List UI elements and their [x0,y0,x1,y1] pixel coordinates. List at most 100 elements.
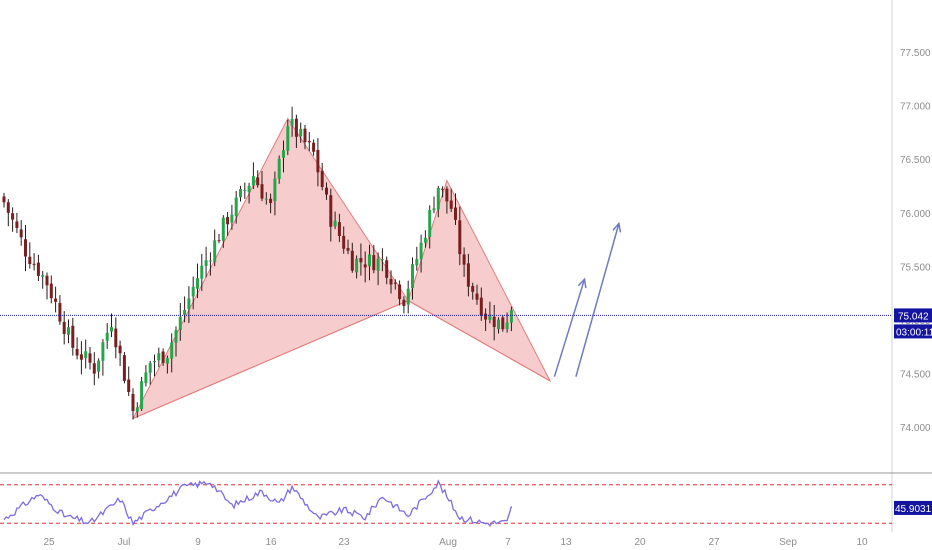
candle-body [36,262,40,276]
candle-body [19,229,23,238]
candle-body [2,196,6,203]
candle-body [165,358,169,364]
time-tick-label: 13 [560,537,572,548]
candle-body [501,317,505,330]
candle-body [484,313,488,320]
candle-body [398,284,402,300]
candle-body [122,355,126,381]
candle-body [75,348,79,356]
time-tick-label: 10 [856,537,868,548]
candle-body [226,217,230,225]
candle-body [58,303,62,322]
time-tick-label: 25 [43,537,55,548]
candle-body [170,342,174,359]
candle-body [368,254,371,267]
candle-body [393,282,397,284]
candle-body [454,207,457,220]
candle-body [363,264,367,268]
candle-body [294,118,298,137]
candle-body [449,200,453,209]
price-axis[interactable]: 74.00074.50075.00075.50076.00076.50077.0… [900,48,931,434]
candle-body [256,177,260,186]
candle-body [135,407,139,412]
bar-countdown-tag: 03:00:11 [894,324,932,339]
candle-body [471,286,475,292]
rsi-value-label: 45.9031 [895,504,932,515]
candlestick-series [2,106,513,420]
pattern-triangle-xab[interactable] [131,117,409,420]
candle-body [389,278,393,285]
candle-body [230,214,234,223]
candle-body [157,353,161,361]
candle-body [290,119,294,126]
candle-body [458,220,462,255]
candle-body [110,327,113,332]
candle-body [333,220,337,227]
current-price-tag-background [894,308,932,323]
time-tick-label: Sep [779,537,797,548]
candle-body [208,260,212,262]
candle-body [153,360,156,363]
candle-body [325,187,328,195]
harmonic-pattern[interactable] [131,117,552,420]
candle-body [509,310,513,323]
time-axis[interactable]: 25 Jul 9 16 23 Aug 7 13 20 27 Sep 10 [43,537,868,548]
candle-body [273,178,277,202]
candle-body [419,242,423,260]
current-price-tag: 75.042 [894,308,932,323]
candle-body [32,263,36,265]
candle-body [92,363,96,374]
candle-body [148,363,152,373]
candle-body [441,188,445,190]
candle-body [49,283,53,299]
candle-body [101,342,105,361]
candle-body [505,322,509,329]
candle-body [118,345,122,354]
candle-body [385,260,389,278]
price-tick-label: 74.500 [900,369,931,380]
candle-body [239,189,242,198]
projection-arrow-shaft[interactable] [575,223,620,377]
candle-body [24,239,27,257]
projection-arrow-shaft[interactable] [553,278,586,377]
candle-body [200,265,204,279]
candle-body [269,198,273,203]
candle-body [355,258,359,273]
candle-body [54,298,58,302]
time-tick-label: Aug [439,537,457,548]
candle-body [479,297,483,316]
candle-body [376,258,380,271]
time-tick-label: 7 [505,537,511,548]
candle-body [411,264,414,288]
candle-body [217,240,221,242]
candle-body [466,263,470,287]
candle-body [191,286,195,297]
rsi-value-tag: 45.9031 [894,500,932,515]
rsi-line [3,479,513,528]
time-tick-label: Jul [118,537,131,548]
time-tick-label: 23 [338,537,350,548]
candle-body [436,187,440,210]
candle-body [350,250,354,271]
price-tick-label: 77.000 [900,102,931,113]
candle-body [428,210,432,237]
projection-arrows[interactable] [553,221,622,377]
candle-body [320,170,324,187]
candle-body [303,128,307,143]
rsi-pane[interactable] [0,479,892,528]
candle-body [88,353,92,363]
candle-body [359,257,363,263]
candle-body [462,254,466,265]
price-tick-label: 77.500 [900,48,931,59]
candle-body [97,360,101,372]
candle-body [260,184,264,199]
candle-body [28,256,32,265]
candle-body [161,351,165,363]
time-tick-label: 20 [634,537,646,548]
candle-body [247,185,251,192]
candle-body [264,198,268,200]
candle-body [45,275,49,286]
candle-body [140,381,144,409]
candle-body [423,237,427,243]
